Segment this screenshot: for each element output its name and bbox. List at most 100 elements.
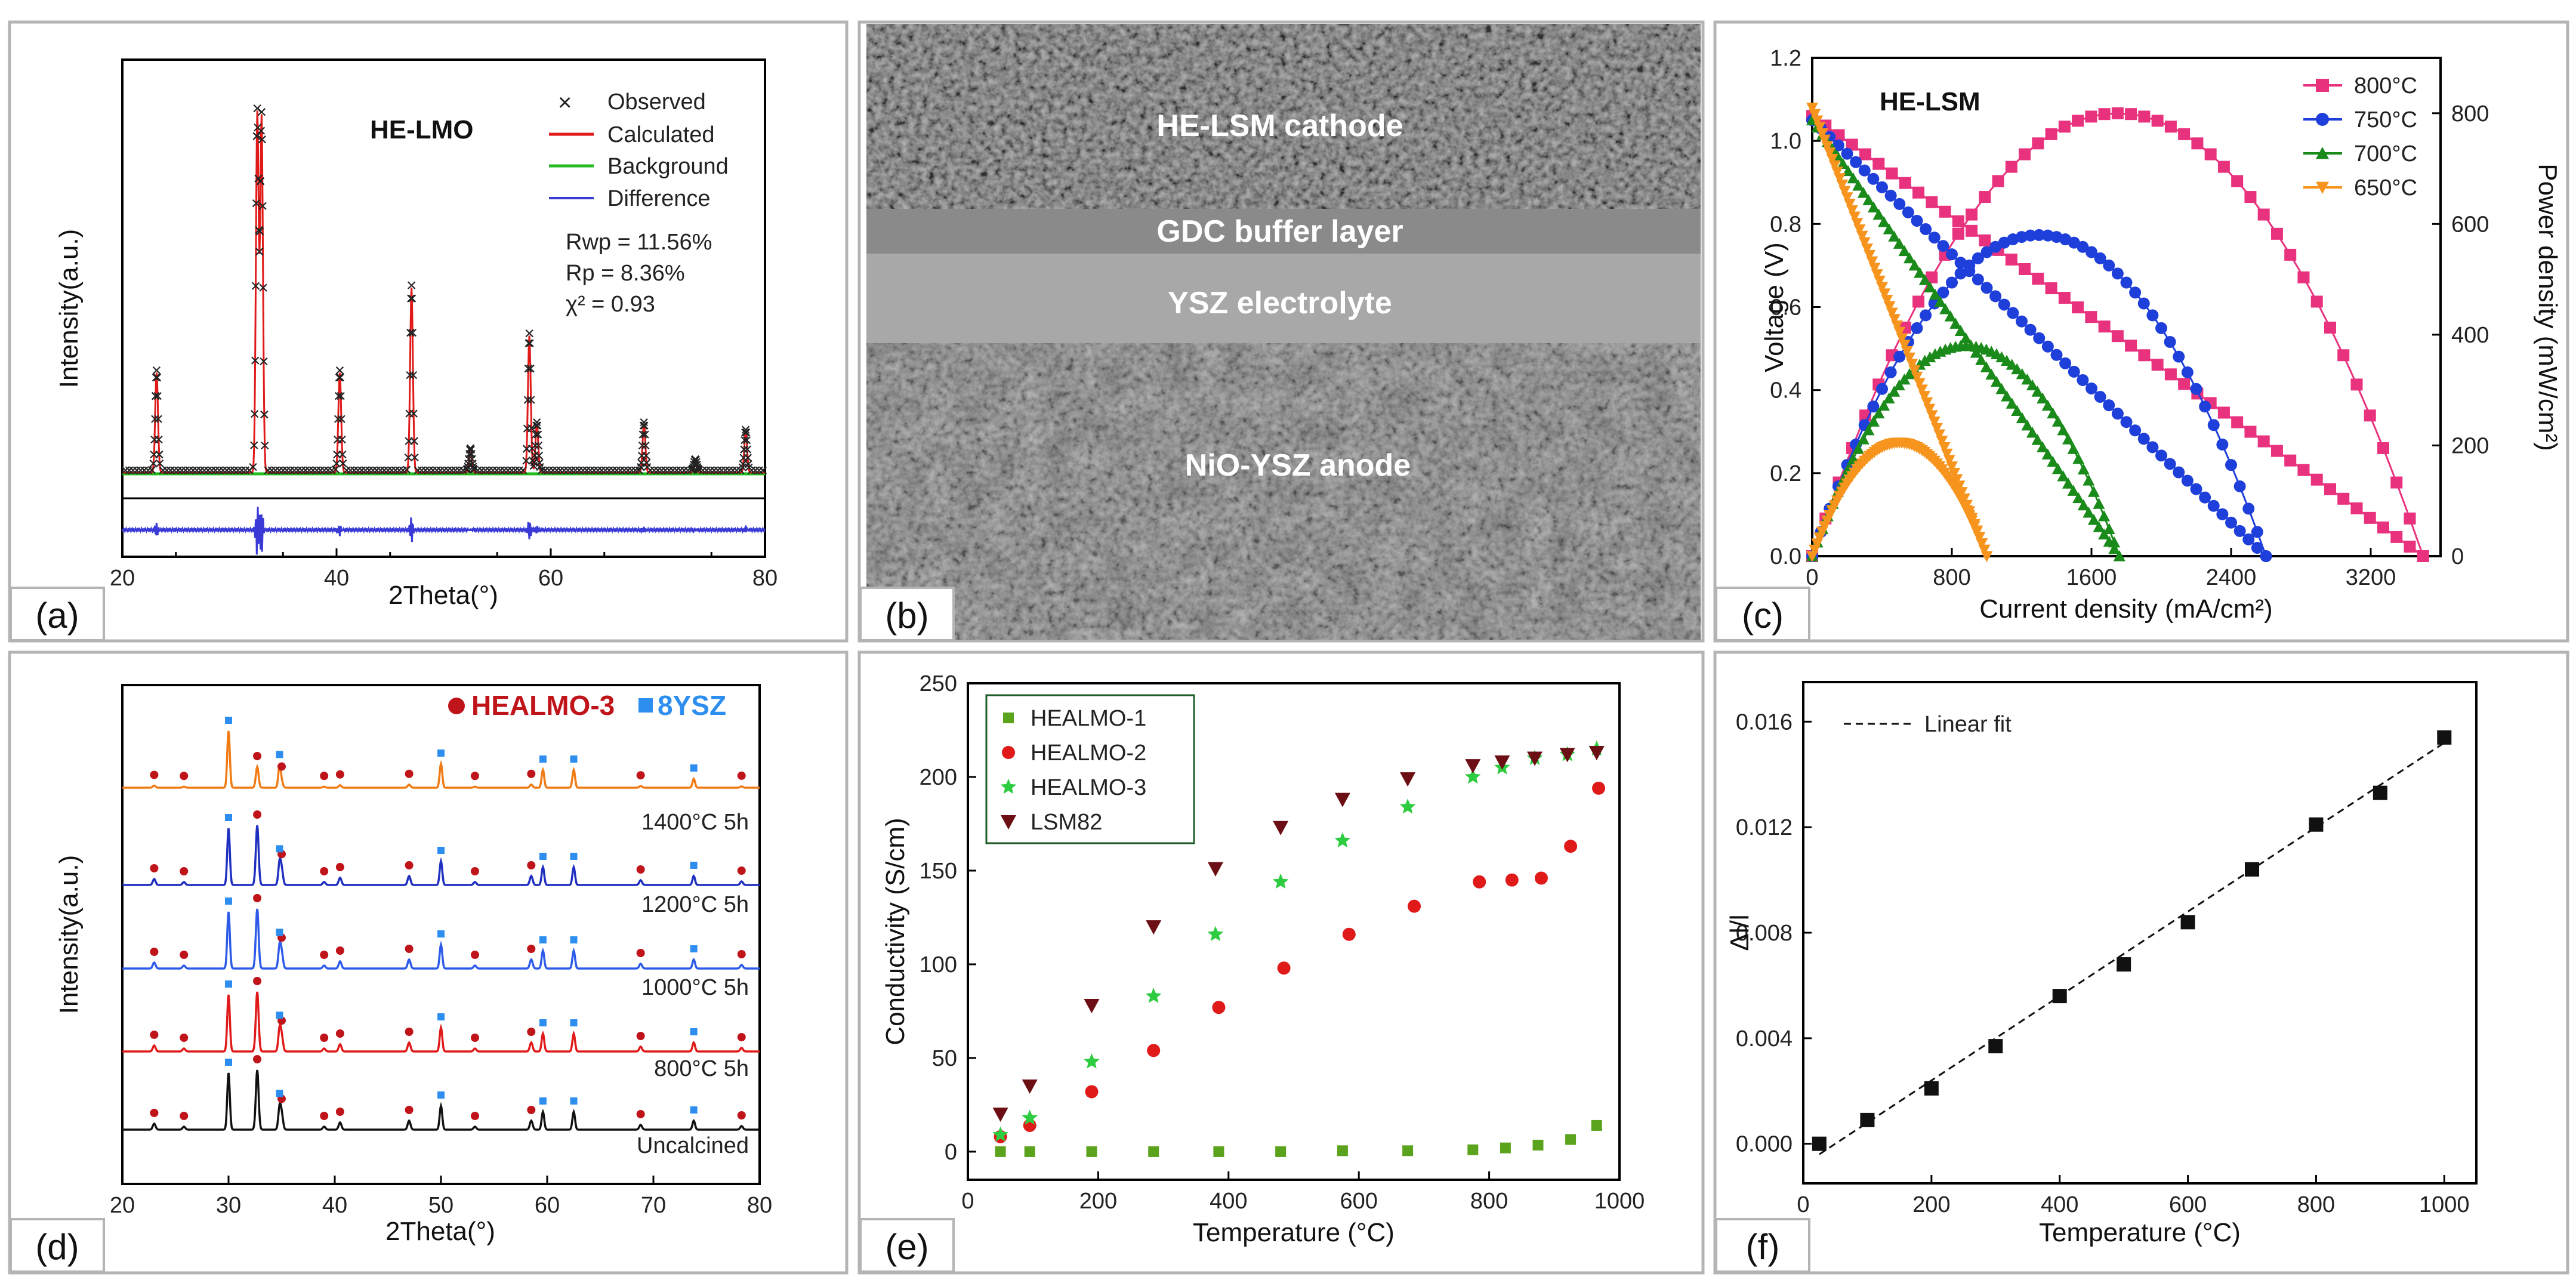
- observed-point: ×: [162, 461, 172, 480]
- observed-point: ×: [356, 461, 367, 480]
- iv-point: [2059, 357, 2072, 369]
- observed-point: ×: [254, 220, 264, 240]
- x-tick-label-60: 60: [538, 566, 563, 591]
- panel-c-y2label: Power density (mW/cm²): [2533, 164, 2562, 451]
- iv-point: [1958, 493, 1970, 505]
- observed-point: ×: [559, 461, 570, 480]
- observed-point: ×: [754, 461, 764, 480]
- legend-healmo3-marker: [448, 698, 465, 714]
- x-tick-label-80: 80: [747, 1193, 772, 1218]
- observed-point: ×: [741, 423, 752, 443]
- ysz-peak-marker: [437, 930, 445, 937]
- observed-point: ×: [345, 461, 356, 480]
- legend-linear-fit: Linear fit: [1924, 712, 2012, 737]
- observed-point: ×: [270, 461, 281, 480]
- observed-point: ×: [544, 461, 555, 480]
- iv-point: [1858, 237, 1871, 248]
- point-HEALMO-1: [1565, 1134, 1577, 1145]
- iv-point: [2244, 425, 2257, 438]
- healmo3-peak-marker: [277, 762, 286, 771]
- point-HEALMO-2: [1212, 1001, 1226, 1014]
- healmo3-peak-marker: [150, 770, 159, 779]
- observed-point: ×: [690, 449, 701, 469]
- iv-point: [2087, 514, 2100, 525]
- observed-point: ×: [522, 439, 532, 459]
- observed-point: ×: [531, 416, 542, 436]
- iv-point: [1934, 295, 1946, 307]
- legend-label-HEALMO-3: HEALMO-3: [1031, 775, 1146, 800]
- observed-point: ×: [165, 461, 176, 480]
- iv-point: [1857, 187, 1869, 198]
- observed-point: ×: [480, 461, 491, 480]
- healmo3-peak-marker: [737, 1033, 746, 1041]
- power-point: [2270, 227, 2283, 240]
- observed-point: ×: [153, 409, 163, 429]
- point-HEALMO-2: [1534, 871, 1548, 885]
- observed-point: ×: [463, 454, 474, 474]
- point-HEALMO-3: [1334, 832, 1351, 848]
- power-point: [1963, 259, 1976, 272]
- iv-point: [2155, 449, 2167, 462]
- panel-a-data: ××××××××××××××××××××××××××××××××××××××××…: [121, 98, 768, 555]
- observed-point: ×: [727, 461, 738, 480]
- observed-point: ×: [738, 448, 749, 468]
- iv-point: [1937, 240, 1949, 252]
- observed-point: ×: [210, 461, 221, 480]
- iv-point: [1939, 303, 1952, 314]
- xrd-trace-4: [122, 730, 760, 789]
- observed-point: ×: [450, 461, 461, 480]
- power-point: [2404, 512, 2416, 525]
- panel-a-xlabel: 2Theta(°): [388, 581, 498, 610]
- panel-a-ylabel: Intensity(a.u.): [54, 229, 84, 388]
- iv-point: [1913, 378, 1926, 390]
- observed-point: ×: [671, 461, 682, 480]
- iv-point: [2006, 397, 2018, 409]
- observed-point: ×: [277, 461, 288, 480]
- expansion-point: [2180, 915, 2195, 930]
- iv-point: [1980, 282, 1993, 294]
- panel-c-ticks: 0 800 1600 2400 3200 0.0 0.2 0.4 0.6 0.8 1.0 1.2 0 20…: [1770, 46, 2489, 590]
- expansion-point: [2309, 817, 2324, 832]
- observed-point: ×: [255, 221, 266, 241]
- iv-point: [1944, 310, 1957, 322]
- power-point: [1911, 322, 1923, 334]
- iv-point: [1856, 230, 1868, 242]
- ysz-peak-marker: [690, 862, 698, 869]
- iv-point: [2242, 533, 2255, 545]
- y-tick-label-200: 200: [920, 765, 957, 790]
- observed-point: ×: [180, 461, 191, 480]
- iv-point: [1832, 129, 1845, 141]
- observed-point: ×: [533, 425, 544, 445]
- x-tick-label-80: 80: [752, 566, 778, 591]
- sem-label-ysz: YSZ electrolyte: [1168, 286, 1392, 320]
- iv-point: [1923, 403, 1936, 415]
- ysz-peak-marker: [690, 1028, 698, 1035]
- observed-point: ×: [465, 439, 476, 458]
- expansion-point: [2245, 862, 2259, 877]
- healmo3-peak-marker: [470, 772, 479, 781]
- iv-point: [2178, 378, 2191, 390]
- power-point: [2024, 229, 2037, 242]
- healmo3-peak-marker: [150, 1109, 159, 1117]
- sem-label-cathode: HE-LSM cathode: [1156, 109, 1403, 143]
- iv-point: [1862, 194, 1875, 205]
- iv-point: [2164, 458, 2176, 470]
- observed-point: ×: [121, 461, 131, 480]
- observed-point: ×: [522, 419, 533, 439]
- observed-point: ×: [337, 430, 347, 450]
- power-point: [2006, 359, 2018, 370]
- power-point: [2310, 295, 2323, 308]
- power-point: [2051, 415, 2064, 427]
- observed-point: ×: [382, 461, 393, 480]
- panel-e-label: (e): [885, 1227, 928, 1267]
- panel-c-xlabel: Current density (mA/cm²): [1979, 594, 2272, 624]
- iv-point: [1928, 417, 1941, 428]
- healmo3-peak-marker: [335, 863, 344, 871]
- panel-d-frame: [8, 650, 849, 1275]
- healmo3-peak-marker: [253, 1055, 262, 1063]
- observed-point: ×: [424, 461, 435, 480]
- observed-point: ×: [555, 461, 566, 480]
- ysz-peak-marker: [570, 755, 578, 763]
- observed-point: ×: [375, 461, 386, 480]
- x-tick-label-70: 70: [641, 1193, 666, 1218]
